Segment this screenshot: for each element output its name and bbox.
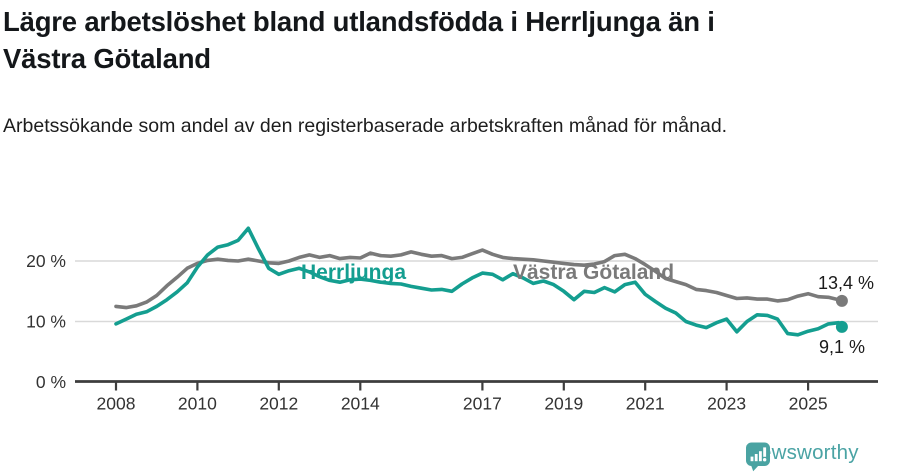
x-tick-label: 2017 (463, 394, 502, 414)
x-tick-label: 2010 (178, 394, 217, 414)
series-line-vastra-gotaland (114, 248, 844, 310)
newsworthy-credit: Newsworthy (745, 441, 859, 472)
plot-area: 0 % 10 % 20 % 2008 2010 2012 2014 2017 2019 2021 2… (26, 226, 878, 414)
series-label-vastra-gotaland: Västra Götaland (513, 261, 674, 284)
newsworthy-brand-text: Newsworthy (745, 441, 859, 464)
newsworthy-logo-icon (746, 442, 770, 472)
series-end-dot-vastra-gotaland (835, 294, 848, 307)
y-tick-label: 20 % (26, 251, 66, 271)
x-tick-label: 2012 (259, 394, 298, 414)
x-tick-label: 2023 (707, 394, 746, 414)
series-end-dot-herrljunga (835, 320, 848, 333)
end-value-label-vastra-gotaland: 13,4 % (818, 273, 874, 293)
chart-title-line1: Lägre arbetslöshet bland utlandsfödda i … (3, 6, 715, 37)
end-value-label-herrljunga: 9,1 % (819, 337, 865, 357)
chart-title: Lägre arbetslöshet bland utlandsfödda i … (3, 3, 875, 77)
y-tick-label: 0 % (36, 372, 66, 392)
series-label-herrljunga: Herrljunga (301, 261, 406, 284)
y-tick-label: 10 % (26, 312, 66, 332)
x-tick-label: 2008 (97, 394, 136, 414)
x-tick-label: 2021 (626, 394, 665, 414)
x-tick-label: 2025 (789, 394, 828, 414)
chart-subtitle: Arbetssökande som andel av den registerb… (3, 115, 728, 137)
series-line-herrljunga (114, 226, 844, 337)
x-tick-label: 2014 (341, 394, 380, 414)
chart-title-line2: Västra Götaland (3, 43, 211, 74)
x-tick-label: 2019 (544, 394, 583, 414)
